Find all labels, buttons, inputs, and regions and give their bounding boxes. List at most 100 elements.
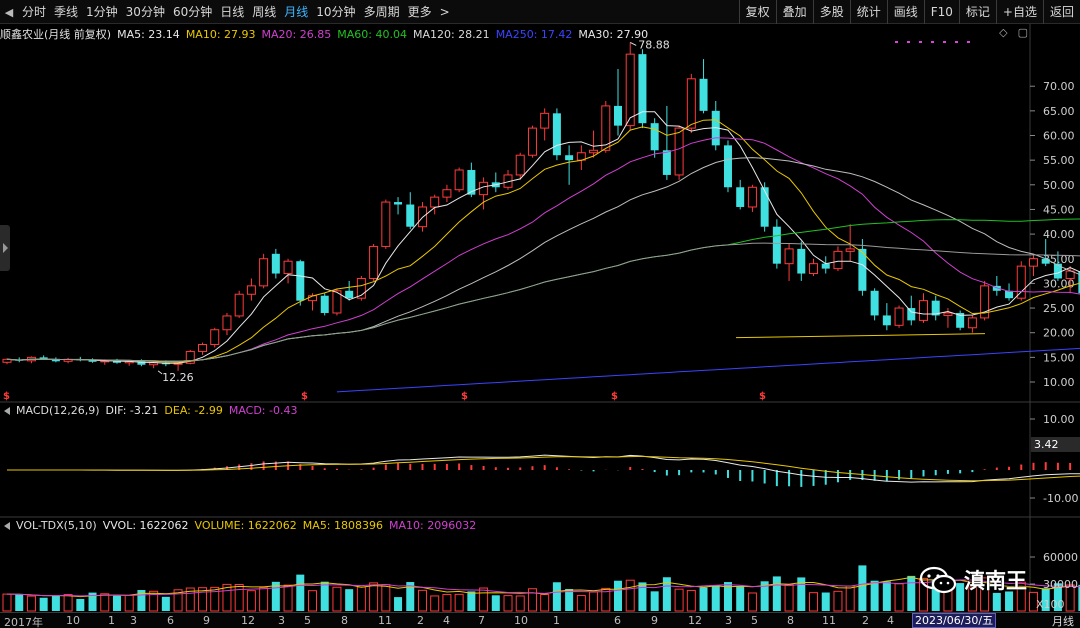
volume-bar <box>222 583 232 612</box>
volume-bar <box>674 588 684 612</box>
volume-bar <box>112 595 121 611</box>
candle-body <box>809 263 819 275</box>
collapse-handle[interactable] <box>0 225 10 271</box>
candle-body <box>88 360 97 362</box>
tab-more[interactable]: 更多 <box>407 5 432 19</box>
time-axis-label: 12 <box>688 614 702 627</box>
signal-marker: $ <box>461 391 468 402</box>
volume-bar <box>283 584 293 612</box>
vol-volume: VOLUME: 1622062 <box>194 519 297 532</box>
volume-bar <box>479 587 489 612</box>
adjust-button[interactable]: 复权 <box>738 0 776 24</box>
macd-tick-label: -10.00 <box>1043 492 1078 505</box>
collapse-icon[interactable] <box>4 522 10 530</box>
price-tick-label: 70.00 <box>1043 80 1075 93</box>
tab-quarter[interactable]: 季线 <box>54 5 79 19</box>
candle-body <box>430 196 440 208</box>
volume-bar <box>772 576 781 611</box>
volume-bar <box>747 592 757 612</box>
volume-bar <box>821 592 830 611</box>
candle-body <box>736 187 745 207</box>
volume-bar <box>161 596 170 611</box>
price-tick-label: 65.00 <box>1043 105 1075 118</box>
volume-bar <box>442 594 452 612</box>
collapse-icon[interactable] <box>4 407 10 415</box>
ma20-label: MA20: 26.85 <box>261 27 332 41</box>
price-tick-label: 35.00 <box>1043 253 1075 266</box>
ma120-label: MA120: 28.21 <box>412 27 490 41</box>
tab-60min[interactable]: 60分钟 <box>172 5 213 19</box>
tab-multi-period[interactable]: 多周期 <box>363 5 400 19</box>
macd-tick-label: 10.00 <box>1043 413 1075 426</box>
candle-body <box>406 204 415 227</box>
candle-body <box>369 245 379 279</box>
chart-header: 顺鑫农业(月线 前复权) MA5: 23.14 MA10: 27.93 MA20… <box>0 26 1030 42</box>
volume-bar <box>234 583 244 612</box>
candle-body <box>137 361 146 365</box>
volume-bar <box>552 582 561 611</box>
volume-bar <box>185 587 195 612</box>
return-button[interactable]: 返回 <box>1042 0 1080 24</box>
signal-marker: $ <box>611 391 618 402</box>
time-axis-label: 11 <box>378 614 392 627</box>
settings-icon[interactable]: ▢ <box>1017 26 1028 39</box>
tab-intraday[interactable]: 分时 <box>22 5 47 19</box>
volume-bar <box>967 586 977 612</box>
kline-chart[interactable]: 70.00 65.00 60.00 55.00 50.00 45.00 40.00 35.00… <box>0 0 1080 612</box>
time-axis-label: 8 <box>341 614 348 627</box>
volume-bar <box>527 588 537 612</box>
volume-bar <box>381 584 391 612</box>
volume-bar <box>907 575 916 611</box>
add-watchlist-button[interactable]: +自选 <box>995 0 1043 24</box>
tab-10min[interactable]: 10分钟 <box>316 5 356 19</box>
candle-body <box>39 357 48 359</box>
volume-bar <box>26 595 36 612</box>
candle-body <box>234 293 244 317</box>
tab-30min[interactable]: 30分钟 <box>125 5 165 19</box>
vol-title: VOL-TDX(5,10) <box>16 519 97 532</box>
price-tick-label: 60.00 <box>1043 130 1075 143</box>
candle-body <box>1005 290 1014 299</box>
mark-button[interactable]: 标记 <box>958 0 996 24</box>
candle-body <box>943 312 953 316</box>
volume-bar <box>124 595 134 612</box>
ma10-line <box>6 119 1080 363</box>
time-axis-label: 3 <box>130 614 137 627</box>
back-arrow-icon[interactable]: ◀ <box>4 5 14 19</box>
time-axis-label: 3 <box>725 614 732 627</box>
tab-daily[interactable]: 日线 <box>220 5 245 19</box>
volume-bar <box>956 583 965 611</box>
ma120-line <box>6 242 1080 362</box>
time-axis-label: 1 <box>553 614 560 627</box>
tab-weekly[interactable]: 周线 <box>252 5 277 19</box>
multi-stock-button[interactable]: 多股 <box>812 0 850 24</box>
volume-bar <box>760 581 769 611</box>
candle-body <box>919 300 928 321</box>
f10-button[interactable]: F10 <box>923 0 959 24</box>
volume-bar <box>430 595 440 612</box>
tab-1min[interactable]: 1分钟 <box>86 5 118 19</box>
support-line <box>735 333 986 339</box>
candle-body <box>283 260 293 275</box>
chevron-right-icon[interactable]: > <box>439 5 450 19</box>
overlay-button[interactable]: 叠加 <box>775 0 813 24</box>
candle-body <box>198 344 208 352</box>
candle-body <box>723 145 732 188</box>
diamond-icon[interactable]: ◇ <box>999 26 1008 39</box>
volume-bar <box>601 587 611 612</box>
volume-bar <box>332 586 342 612</box>
time-axis-label: 10 <box>66 614 80 627</box>
marker-dot <box>955 41 958 43</box>
volume-bar <box>51 595 60 611</box>
candle-body <box>821 263 830 269</box>
candle-body <box>614 105 622 126</box>
candle-body <box>1053 263 1062 279</box>
macd-label-row: MACD(12,26,9) DIF: -3.21 DEA: -2.99 MACD… <box>4 404 303 417</box>
time-axis-label: 10 <box>514 614 528 627</box>
macd-value: MACD: -0.43 <box>228 404 298 417</box>
volume-bar <box>467 591 476 611</box>
tab-monthly[interactable]: 月线 <box>284 5 309 19</box>
draw-line-button[interactable]: 画线 <box>886 0 924 24</box>
candle-body <box>674 127 684 176</box>
stats-button[interactable]: 统计 <box>849 0 887 24</box>
